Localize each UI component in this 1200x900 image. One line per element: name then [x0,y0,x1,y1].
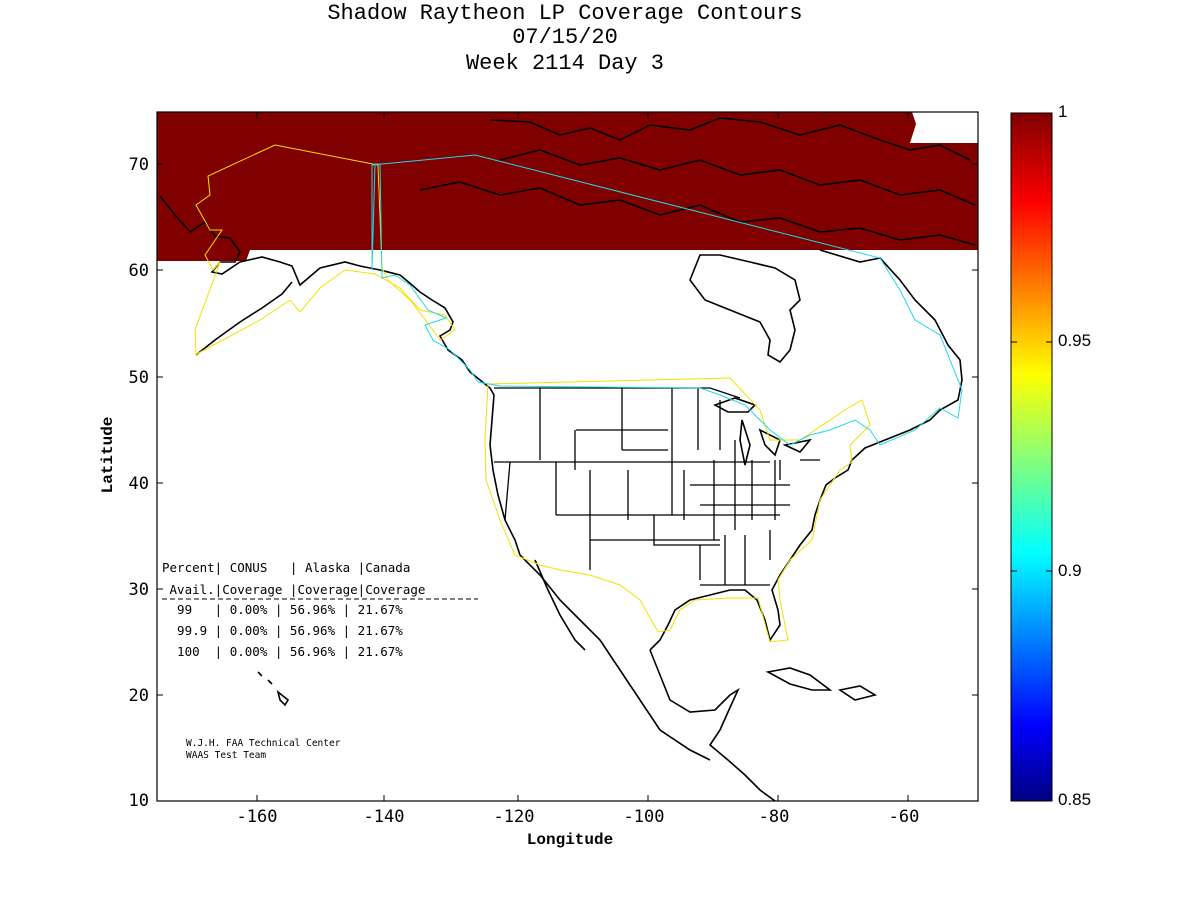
coverage-table-row: 99 | 0.00% | 56.96% | 21.67% [162,602,403,617]
plot-title-line2: 07/15/20 [512,25,618,50]
y-tick-label: 10 [129,791,149,811]
coastlines [159,117,976,801]
state-borders [494,387,820,586]
us-west-coast [489,394,521,556]
colorbar-ticks [1011,341,1052,572]
mexico-coast [649,649,776,801]
y-tick-label: 50 [129,368,149,388]
coverage-table-header: Avail.|Coverage |Coverage|Coverage [162,582,426,597]
colorbar-tick-label: 0.95 [1058,331,1092,350]
y-tick-label: 20 [129,686,149,706]
colorbar [1010,112,1053,802]
alaska-peninsula [195,281,293,356]
colorbar-tick-label: 1 [1058,102,1068,121]
colorbar-tick-label: 0.9 [1058,561,1082,580]
axis-ticks [157,112,978,801]
great-lakes [713,397,813,466]
x-tick-label: -140 [364,807,405,827]
x-tick-label: -80 [759,807,790,827]
coverage-table-row: 100 | 0.00% | 56.96% | 21.67% [162,644,403,659]
y-axis-title: Latitude [99,417,117,494]
hispaniola [837,685,878,701]
alaska-coast [159,195,495,396]
y-tick-label: 30 [129,580,149,600]
x-tick-label: -160 [237,807,278,827]
x-tick-label: -100 [624,807,665,827]
x-axis-title: Longitude [527,831,613,849]
y-tick-labels: 70 60 50 40 30 20 10 [129,155,149,811]
y-tick-label: 60 [129,261,149,281]
hudson-bay [689,254,801,364]
coverage-gap-patch [910,112,978,143]
plot-title-line3: Week 2114 Day 3 [465,51,665,76]
canada-boundary [371,154,963,446]
y-tick-label: 40 [129,474,149,494]
hawaii [257,671,290,707]
plot-title-line1: Shadow Raytheon LP Coverage Contours [327,1,803,26]
cuba [765,667,833,691]
mexico-pacific [519,554,711,761]
credit-line: WAAS Test Team [186,750,267,761]
x-tick-label: -120 [494,807,535,827]
conus-boundary [484,377,871,643]
coverage-region-full [157,112,978,261]
credit-line: W.J.H. FAA Technical Center [186,738,341,749]
y-tick-label: 70 [129,155,149,175]
colorbar-tick-label: 0.85 [1058,790,1092,809]
arctic-islands [489,117,971,161]
plot-frame [156,111,979,802]
coverage-table-header: Percent| CONUS | Alaska |Canada [162,560,411,575]
x-tick-label: -60 [889,807,920,827]
x-tick-labels: -160 -140 -120 -100 -80 -60 [237,807,920,827]
coverage-table-row: 99.9 | 0.00% | 56.96% | 21.67% [162,623,403,638]
baja [534,559,586,651]
alaska-boundary [194,144,456,356]
